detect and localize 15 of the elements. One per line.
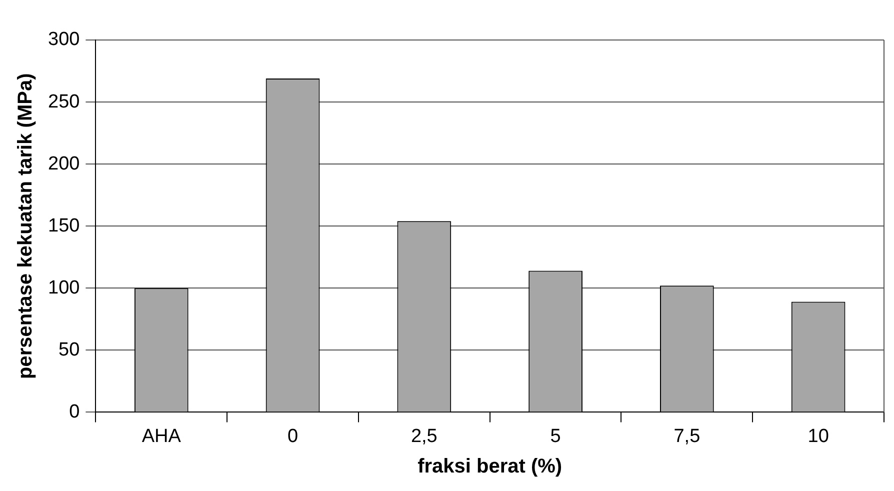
x-tick-label: 5 xyxy=(550,426,561,447)
x-tick-label: 2,5 xyxy=(410,426,438,447)
x-tick-label: 7,5 xyxy=(674,426,700,447)
y-tick-label: 300 xyxy=(48,29,80,50)
x-axis-title: fraksi berat (%) xyxy=(418,456,562,478)
y-tick-label: 200 xyxy=(48,153,80,174)
y-tick-label: 150 xyxy=(48,215,80,236)
y-tick-label: 50 xyxy=(58,339,80,360)
x-tick-label: 10 xyxy=(808,426,829,447)
y-tick-label: 250 xyxy=(48,91,80,112)
y-tick-label: 0 xyxy=(69,401,80,422)
y-tick-label: 100 xyxy=(48,277,80,298)
x-tick-label: AHA xyxy=(142,426,182,447)
y-axis-title: persentase kekuatan tarik (MPa) xyxy=(14,73,37,379)
x-tick-label: 0 xyxy=(287,426,298,447)
